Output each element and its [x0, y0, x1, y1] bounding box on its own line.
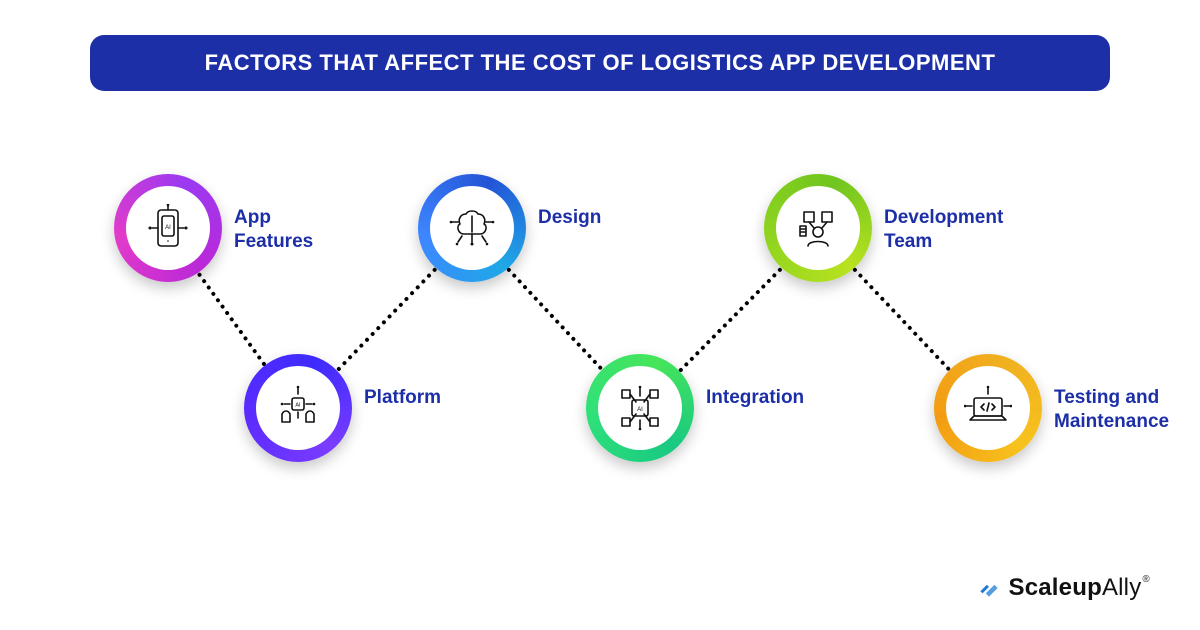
node-inner: AI	[256, 366, 340, 450]
node-label-dev-team: DevelopmentTeam	[884, 206, 1064, 254]
logo-icon	[976, 575, 1002, 601]
node-ring	[764, 174, 872, 282]
connector	[336, 267, 438, 372]
node-testing: Testing andMaintenance	[934, 354, 1042, 462]
node-inner	[946, 366, 1030, 450]
diagram-stage: AI AppFeatures AI Platform Design AI	[0, 0, 1200, 630]
node-platform: AI Platform	[244, 354, 352, 462]
node-label-testing: Testing andMaintenance	[1054, 386, 1200, 434]
connector	[678, 266, 783, 372]
node-ring: AI	[114, 174, 222, 282]
logo-text-left: Scaleup	[1008, 574, 1101, 601]
node-inner	[430, 186, 514, 270]
node-app-features: AI AppFeatures	[114, 174, 222, 282]
node-inner: AI	[598, 366, 682, 450]
node-ring	[934, 354, 1042, 462]
node-label-platform: Platform	[364, 386, 544, 410]
node-ring: AI	[244, 354, 352, 462]
logo-text-right: Ally	[1102, 574, 1141, 601]
connector	[506, 267, 603, 371]
chip-ai-icon: AI	[616, 384, 664, 432]
hands-ai-icon: AI	[274, 384, 322, 432]
brand-logo: ScaleupAlly®	[976, 574, 1150, 602]
svg-text:AI: AI	[165, 225, 171, 231]
node-dev-team: DevelopmentTeam	[764, 174, 872, 282]
connector	[852, 267, 951, 371]
laptop-code-icon	[964, 384, 1012, 432]
node-label-integration: Integration	[706, 386, 886, 410]
logo-registered: ®	[1142, 574, 1150, 585]
phone-ai-icon: AI	[144, 204, 192, 252]
svg-text:AI: AI	[295, 403, 301, 409]
logo-text: ScaleupAlly®	[1008, 574, 1150, 602]
brain-ai-icon	[448, 204, 496, 252]
dev-team-icon	[794, 204, 842, 252]
node-label-app-features: AppFeatures	[234, 206, 414, 254]
node-inner: AI	[126, 186, 210, 270]
svg-text:AI: AI	[637, 407, 643, 413]
node-label-design: Design	[538, 206, 718, 230]
connector	[196, 272, 266, 367]
node-inner	[776, 186, 860, 270]
